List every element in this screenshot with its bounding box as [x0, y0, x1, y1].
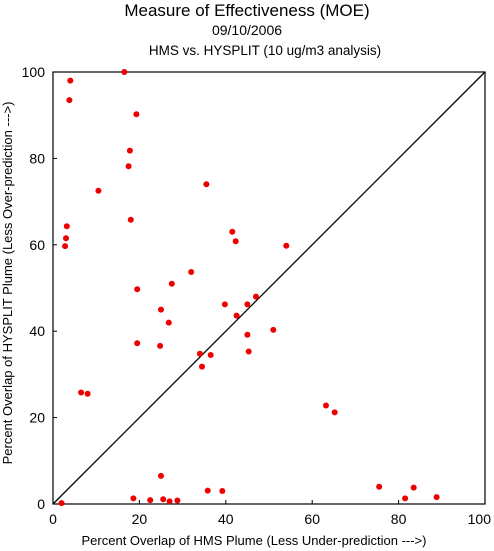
data-point	[67, 77, 74, 84]
data-point	[66, 97, 73, 104]
data-point	[433, 494, 440, 501]
data-point	[410, 484, 417, 491]
data-point	[270, 326, 277, 333]
data-point	[121, 69, 128, 75]
data-point	[229, 228, 236, 235]
chart-date: 09/10/2006	[212, 22, 282, 38]
x-tick-label: 80	[391, 511, 407, 527]
plot-frame	[52, 71, 486, 505]
data-point	[376, 483, 383, 490]
data-point	[125, 163, 132, 170]
x-tick-label: 0	[49, 511, 57, 527]
data-point	[63, 223, 70, 230]
data-point	[62, 243, 69, 250]
data-point	[331, 409, 338, 416]
data-point	[323, 402, 329, 409]
data-point	[203, 181, 210, 188]
data-points	[58, 69, 440, 507]
data-point	[221, 301, 228, 308]
data-point	[158, 472, 164, 479]
data-point	[58, 500, 65, 507]
data-point	[158, 306, 164, 313]
x-axis-ticks: 0 20 40 60 80 100	[49, 500, 491, 527]
data-point	[188, 269, 195, 275]
x-tick-label: 40	[218, 511, 234, 527]
data-point	[219, 488, 226, 494]
data-point	[245, 348, 252, 355]
data-point	[196, 350, 203, 357]
data-point	[199, 363, 205, 370]
y-axis-ticks: 0 20 40 60 80 100	[22, 64, 57, 512]
data-point	[160, 496, 167, 503]
y-axis-label: Percent Overlap of HYSPLIT Plume (Less O…	[0, 102, 15, 465]
data-point	[402, 495, 409, 502]
y-tick-label: 40	[29, 323, 45, 339]
data-point	[244, 331, 251, 338]
data-point	[133, 111, 140, 118]
data-point	[244, 301, 251, 308]
data-point	[78, 389, 85, 396]
y-tick-label: 60	[29, 237, 45, 253]
data-point	[283, 242, 290, 249]
x-tick-label: 20	[132, 511, 148, 527]
x-tick-label: 100	[468, 511, 492, 527]
data-point	[233, 312, 240, 319]
data-point	[63, 235, 69, 242]
data-point	[232, 238, 239, 245]
y-tick-label: 0	[37, 496, 45, 512]
data-point	[126, 147, 133, 154]
x-axis-label: Percent Overlap of HMS Plume (Less Under…	[82, 533, 427, 548]
data-point	[84, 390, 91, 397]
y-tick-label: 80	[29, 150, 45, 166]
chart-subtitle: HMS vs. HYSPLIT (10 ug/m3 analysis)	[149, 43, 381, 58]
data-point	[127, 216, 134, 223]
chart-title: Measure of Effectiveness (MOE)	[124, 1, 369, 20]
data-point	[134, 286, 141, 293]
data-point	[130, 495, 137, 502]
data-point	[204, 487, 211, 494]
data-point	[134, 340, 141, 347]
data-point	[166, 498, 173, 505]
data-point	[95, 187, 102, 194]
one-to-one-line	[52, 71, 486, 505]
y-tick-label: 100	[22, 64, 46, 80]
data-point	[165, 319, 172, 326]
data-point	[168, 280, 175, 287]
data-point	[174, 497, 181, 504]
data-point	[253, 293, 259, 300]
y-tick-label: 20	[29, 410, 45, 426]
x-tick-label: 60	[304, 511, 320, 527]
data-point	[147, 497, 154, 504]
data-point	[157, 342, 164, 349]
data-point	[207, 352, 214, 358]
